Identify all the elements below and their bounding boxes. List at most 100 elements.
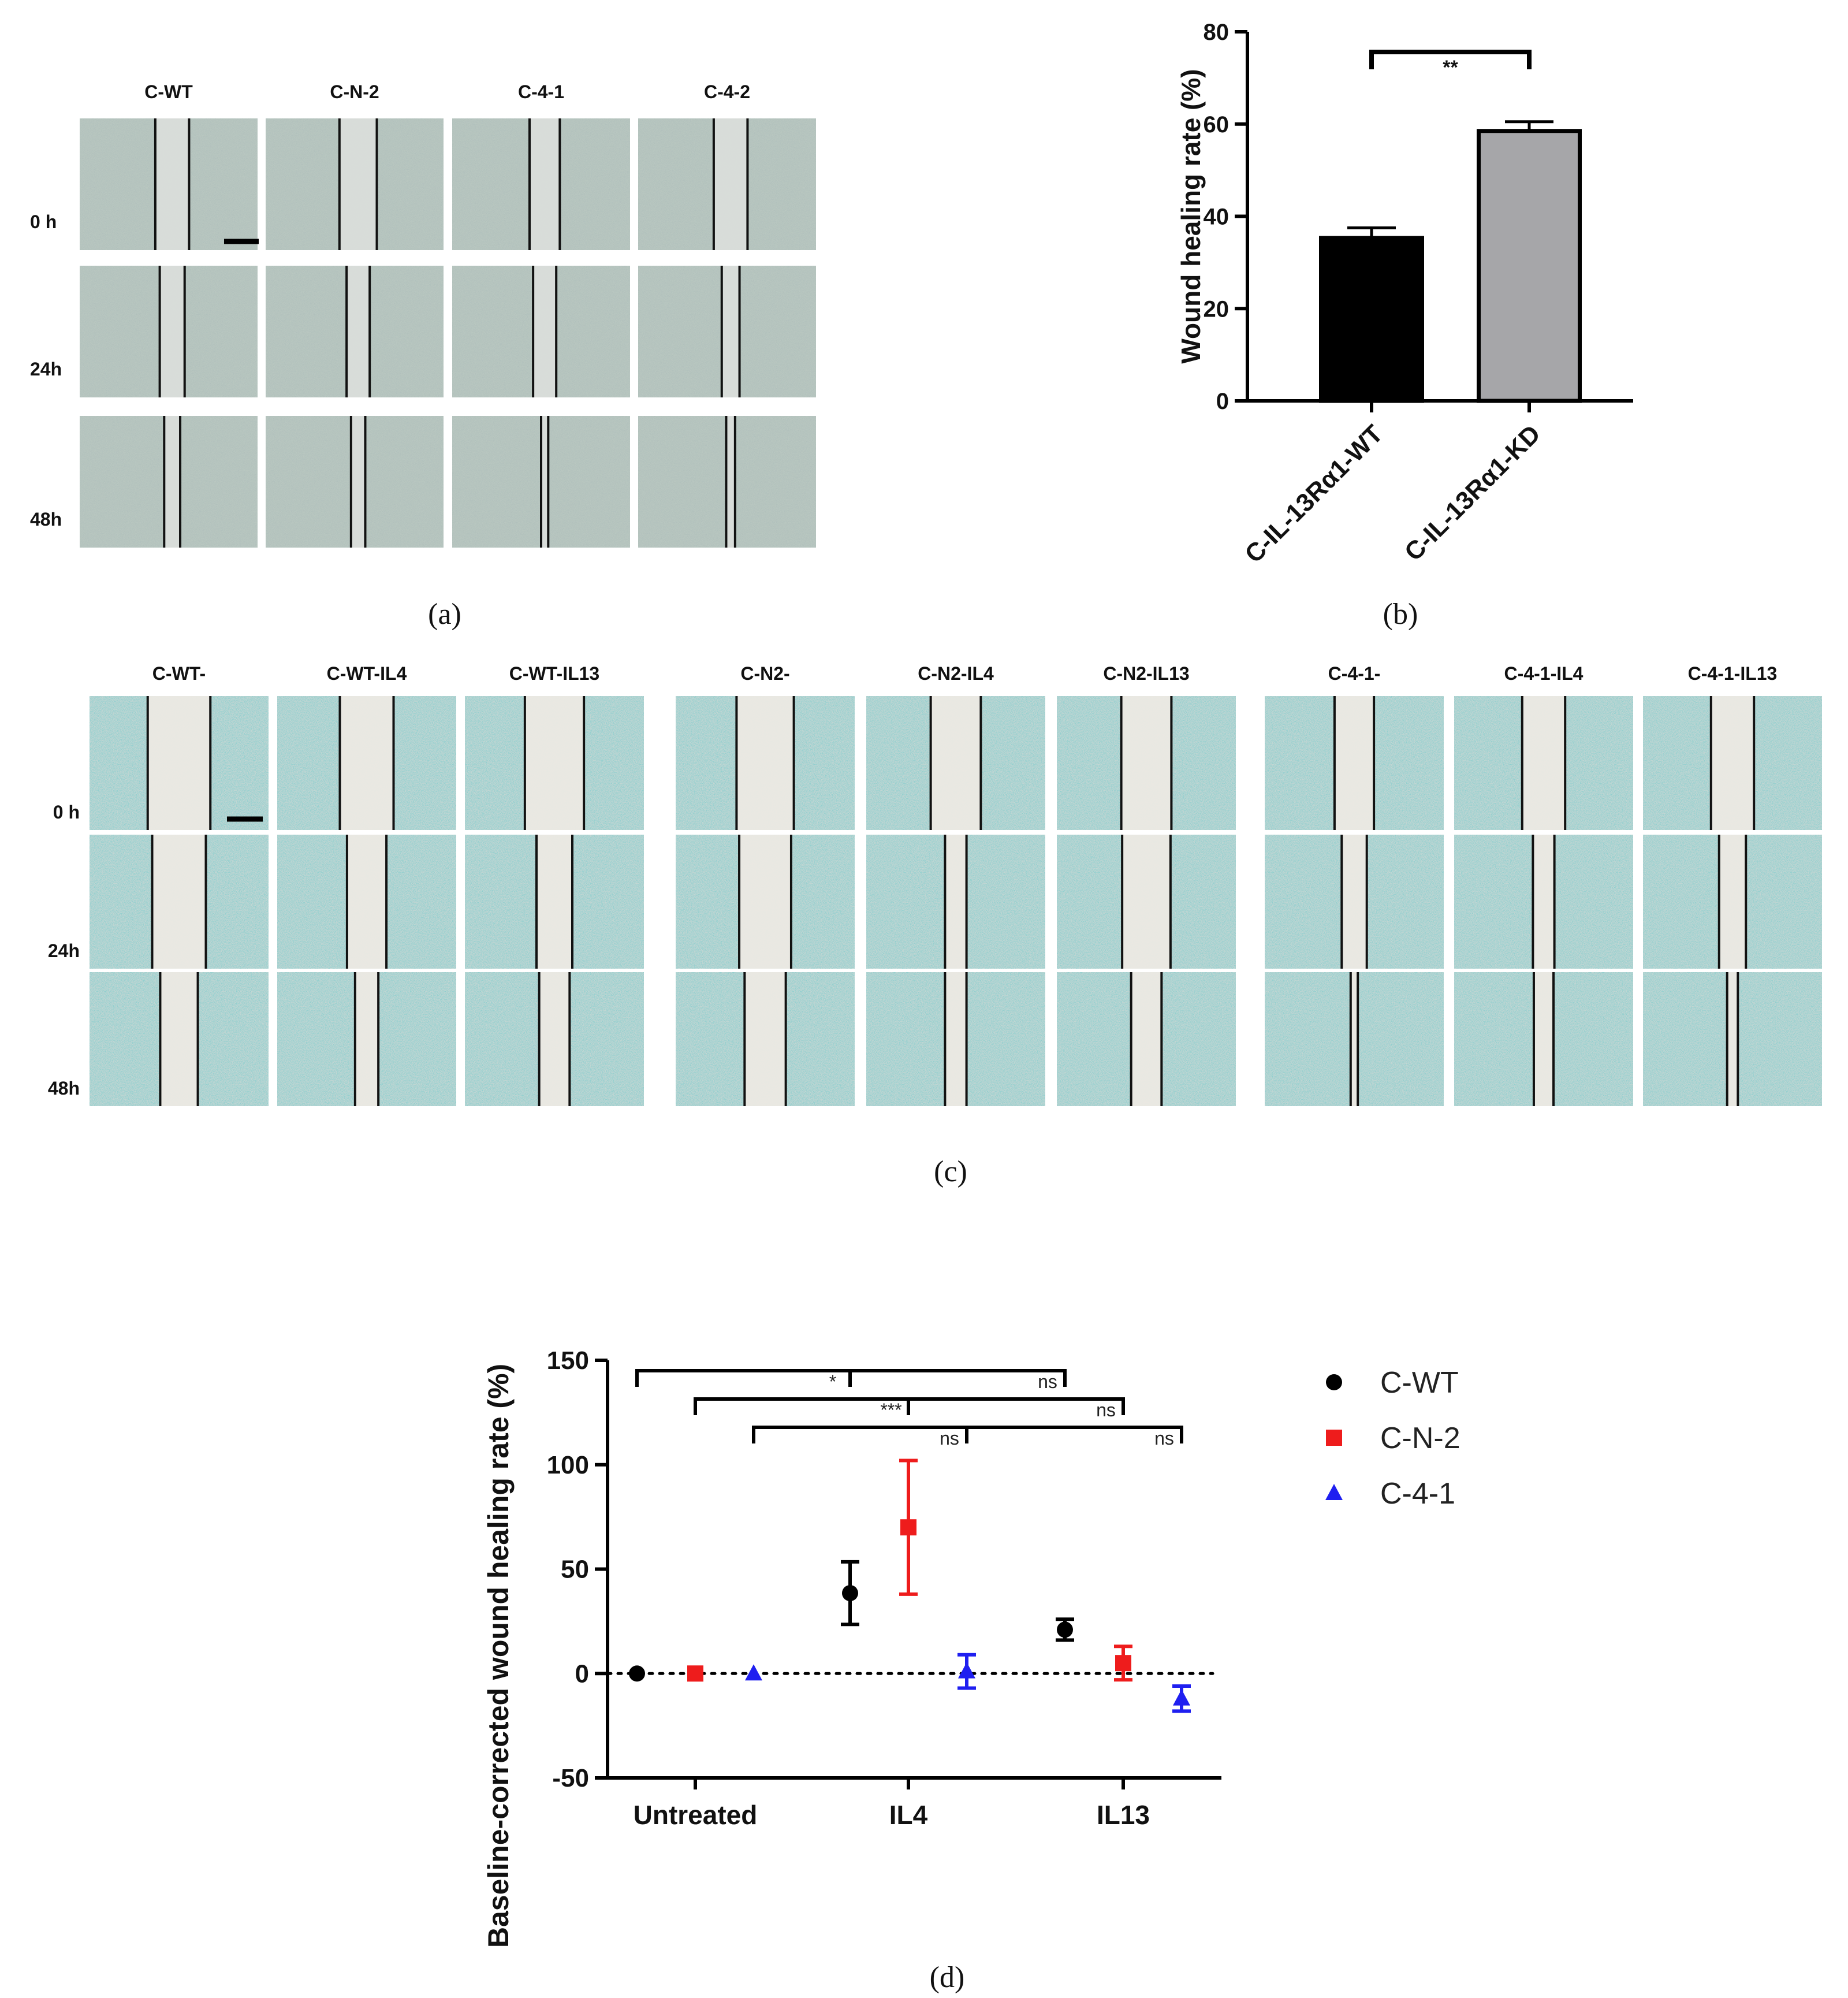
scratch-gap xyxy=(1533,972,1554,1106)
scratch-gap xyxy=(355,972,379,1106)
scratch-gap xyxy=(726,416,735,548)
panel-c-column-header: C-4-1-IL13 xyxy=(1688,663,1778,684)
micrograph-tile xyxy=(638,118,816,250)
panel-c-row-label: 48h xyxy=(48,1078,80,1099)
panel-c-column-header: C-N2- xyxy=(740,663,789,684)
scratch-gap xyxy=(713,118,748,250)
y-tick-label: 0 xyxy=(1216,389,1229,414)
panel-c-column-header: C-WT- xyxy=(152,663,206,684)
scratch-gap xyxy=(721,266,740,397)
y-tick-label: 60 xyxy=(1204,112,1229,137)
panel-a-column-header: C-WT xyxy=(144,81,193,102)
scratch-gap xyxy=(529,118,560,250)
micrograph-tile xyxy=(1265,972,1444,1106)
micrograph-tile xyxy=(452,416,630,548)
panel-a-column-header: C-4-1 xyxy=(518,81,564,102)
scratch-gap xyxy=(541,416,549,548)
micrograph-tile xyxy=(1057,696,1236,830)
scratch-gap xyxy=(346,835,387,969)
significance-bracket xyxy=(848,1369,1067,1387)
micrograph-tile xyxy=(1057,972,1236,1106)
scratch-gap xyxy=(524,696,584,830)
micrograph-tile xyxy=(452,118,630,250)
scratch-gap xyxy=(152,835,206,969)
scratch-gap xyxy=(533,266,557,397)
scratch-gap xyxy=(339,118,377,250)
micrograph-tile xyxy=(676,696,855,830)
y-tick-label: 50 xyxy=(561,1556,589,1584)
data-point xyxy=(687,1665,703,1682)
micrograph-tile xyxy=(638,416,816,548)
micrograph-tile xyxy=(1454,835,1633,969)
significance-label: ns xyxy=(1038,1371,1057,1392)
scratch-gap xyxy=(1121,696,1172,830)
micrograph-tile xyxy=(277,972,456,1106)
panel-a-row-labels: 0 h 24h 48h xyxy=(30,211,62,530)
significance-bracket xyxy=(752,1426,968,1443)
y-tick-label: 40 xyxy=(1204,204,1229,230)
panel-c-column-header: C-WT-IL4 xyxy=(327,663,407,684)
scratch-gap xyxy=(1522,696,1566,830)
micrograph-tile xyxy=(266,118,444,250)
y-tick-label: 150 xyxy=(547,1346,589,1375)
panel-b-chart: (b) 0 20 40 60 80 Wound healing rate (%) C-IL-… xyxy=(1176,20,1633,631)
scratch-gap xyxy=(346,266,370,397)
significance-label: ns xyxy=(940,1428,959,1449)
legend-marker xyxy=(1325,1484,1343,1500)
micrograph-tile xyxy=(866,835,1045,969)
micrograph-tile xyxy=(1643,835,1822,969)
panel-a-column-header: C-N-2 xyxy=(330,81,379,102)
scratch-gap xyxy=(1727,972,1738,1106)
legend-label: C-WT xyxy=(1380,1366,1459,1400)
panel-a-caption: (a) xyxy=(428,598,461,631)
panel-a-row-label: 0 h xyxy=(30,211,57,232)
micrograph-tile xyxy=(866,972,1045,1106)
significance-label: ns xyxy=(1154,1428,1174,1449)
scratch-gap xyxy=(147,696,211,830)
panel-c: C-WT- C-WT-IL4 C-WT-IL13 C-N2- C-N2-IL4 C-N2-… xyxy=(48,663,1822,1188)
panel-a-column-headers: C-WT C-N-2 C-4-1 C-4-2 xyxy=(144,81,750,102)
panel-c-row-label: 0 h xyxy=(53,802,80,823)
data-point xyxy=(1057,1621,1073,1638)
panel-c-column-header: C-4-1-IL4 xyxy=(1504,663,1584,684)
micrograph-tile xyxy=(465,696,644,830)
panel-c-column-header: C-4-1- xyxy=(1328,663,1381,684)
panel-c-column-headers: C-WT- C-WT-IL4 C-WT-IL13 C-N2- C-N2-IL4 C-N2-… xyxy=(152,663,1778,684)
scratch-gap xyxy=(164,416,181,548)
significance-label: ns xyxy=(1096,1400,1116,1420)
panel-c-row-labels: 0 h 24h 48h xyxy=(48,802,80,1099)
scratch-gap xyxy=(1533,835,1555,969)
scratch-gap xyxy=(1131,972,1162,1106)
panel-a: C-WT C-N-2 C-4-1 C-4-2 0 h 24h 48h (a) xyxy=(30,81,816,631)
significance-bracket xyxy=(694,1397,910,1415)
panel-c-row-label: 24h xyxy=(48,940,80,961)
data-point xyxy=(900,1519,916,1536)
panel-a-image-grid xyxy=(80,118,816,548)
bar xyxy=(1477,129,1582,403)
scratch-gap xyxy=(1711,696,1754,830)
scratch-gap xyxy=(155,118,189,250)
scratch-gap xyxy=(736,696,794,830)
panel-b-caption: (b) xyxy=(1383,598,1418,631)
y-tick-label: -50 xyxy=(552,1764,589,1792)
significance-label: ** xyxy=(1443,57,1458,79)
micrograph-tile xyxy=(277,696,456,830)
panel-a-row-label: 48h xyxy=(30,509,62,530)
x-tick-label: Untreated xyxy=(634,1800,758,1830)
micrograph-tile xyxy=(866,696,1045,830)
micrograph-tile xyxy=(277,835,456,969)
y-tick-label: 80 xyxy=(1204,20,1229,45)
scratch-gap xyxy=(945,972,967,1106)
micrograph-tile xyxy=(80,266,258,397)
y-axis-label: Baseline-corrected wound healing rate (%… xyxy=(482,1364,515,1948)
data-point xyxy=(958,1662,975,1679)
significance-bracket xyxy=(1369,50,1532,69)
panel-c-column-header: C-N2-IL4 xyxy=(918,663,994,684)
scratch-gap xyxy=(945,835,967,969)
scratch-gap xyxy=(160,972,198,1106)
legend-marker xyxy=(1326,1374,1342,1390)
significance-bracket xyxy=(635,1369,852,1387)
micrograph-tile xyxy=(676,835,855,969)
panel-d-chart: (d) -50 0 50 100 150 Baseline-corrected wound… xyxy=(482,1346,1460,1994)
